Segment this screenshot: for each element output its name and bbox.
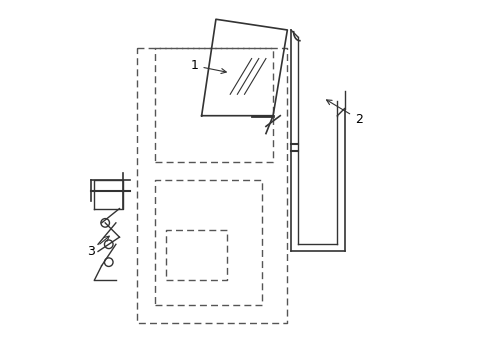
Text: 1: 1 bbox=[190, 59, 226, 73]
Text: 3: 3 bbox=[87, 236, 109, 258]
Text: 2: 2 bbox=[326, 100, 362, 126]
